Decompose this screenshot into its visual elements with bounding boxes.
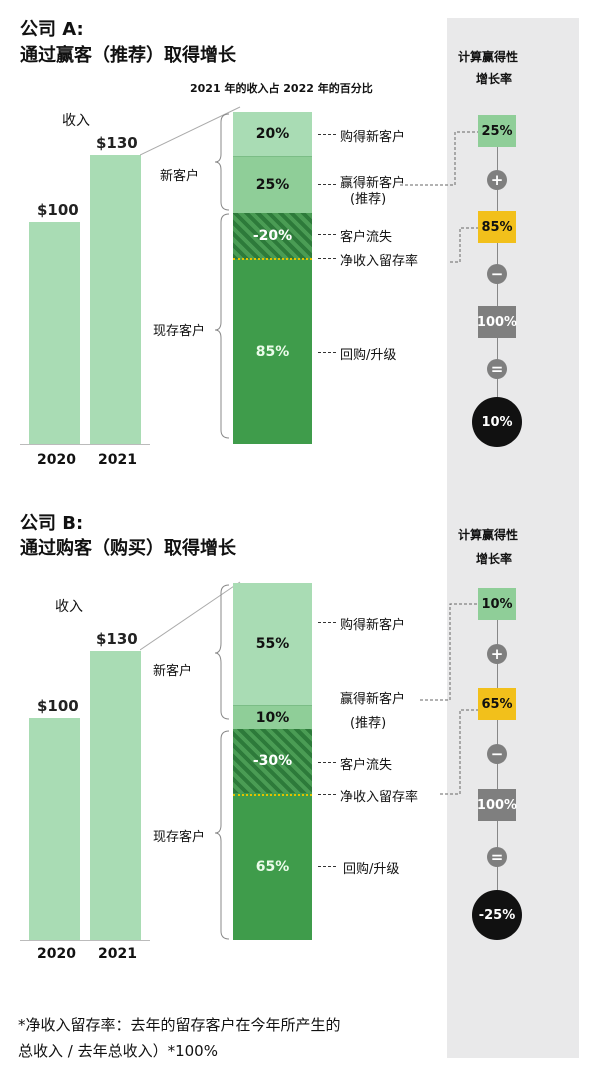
- revenue-label: 收入: [55, 599, 83, 615]
- calc-subtitle: 增长率: [476, 72, 513, 86]
- leader-line: [318, 258, 336, 259]
- segment-churn: -20%: [233, 213, 312, 259]
- leader-line: [318, 234, 336, 235]
- bar-2021: [90, 155, 141, 444]
- label-churn: 客户流失: [340, 758, 393, 773]
- footnote-line1: *净收入留存率：去年的留存客户在今年所产生的: [18, 1016, 341, 1034]
- calc-result: 10%: [472, 397, 522, 447]
- label-upsell: 回购/升级: [340, 348, 397, 363]
- calc-subtitle: 增长率: [476, 552, 513, 566]
- leader-line: [318, 352, 336, 353]
- bar-header: 2021 年的收入占 2022 年的百分比: [190, 82, 373, 95]
- leader-line: [318, 134, 336, 135]
- calc-title: 计算赢得性: [458, 50, 519, 64]
- footnote-line2: 总收入 / 去年总收入）*100%: [18, 1042, 218, 1060]
- value-2021: $130: [96, 630, 138, 648]
- group-new: 新客户: [153, 664, 193, 679]
- nrr-line: [233, 794, 312, 796]
- year-2020: 2020: [37, 946, 76, 962]
- bar-2020: [29, 222, 80, 444]
- segment-acquire: 20%: [233, 112, 312, 156]
- segment-upsell: 85%: [233, 259, 312, 444]
- minus-icon: −: [487, 744, 507, 764]
- segment-churn: -30%: [233, 729, 312, 793]
- calc-title: 计算赢得性: [458, 528, 519, 542]
- bracket-group: [215, 584, 230, 940]
- company-a-title: 公司 A:: [20, 19, 84, 40]
- leader-line: [318, 622, 336, 623]
- group-existing: 现存客户: [153, 830, 206, 845]
- minus-icon: −: [487, 264, 507, 284]
- bracket-group: [215, 113, 230, 439]
- group-existing: 现存客户: [153, 324, 206, 339]
- segment-win: 25%: [233, 156, 312, 213]
- company-b-title: 公司 B:: [20, 513, 84, 534]
- calc-base: 100%: [477, 789, 517, 821]
- revenue-label: 收入: [62, 113, 90, 129]
- calc-base: 100%: [477, 306, 517, 338]
- leader-line: [318, 794, 336, 795]
- label-win: 赢得新客户: [340, 176, 406, 191]
- segment-acquire: 55%: [233, 583, 312, 705]
- year-2021: 2021: [98, 946, 137, 962]
- leader-line: [318, 762, 336, 763]
- nrr-line: [233, 258, 312, 260]
- label-win-sub: (推荐): [350, 192, 387, 207]
- plus-icon: +: [487, 644, 507, 664]
- stacked-bar: 20% 25% -20% 85%: [233, 112, 312, 444]
- label-acquire: 购得新客户: [340, 618, 406, 633]
- bar-2021: [90, 651, 141, 940]
- label-churn: 客户流失: [340, 230, 393, 245]
- label-win: 赢得新客户: [340, 692, 406, 707]
- calc-panel-background: [447, 18, 579, 1058]
- connector-lines: [140, 581, 241, 651]
- value-2020: $100: [37, 697, 79, 715]
- bar-2020: [29, 718, 80, 940]
- connector-lines: [140, 106, 241, 156]
- value-2020: $100: [37, 201, 79, 219]
- label-nrr: 净收入留存率: [340, 254, 419, 269]
- calc-connectors: [420, 603, 478, 795]
- baseline: [20, 444, 150, 445]
- calc-result: -25%: [472, 890, 522, 940]
- calc-connectors: [400, 131, 478, 263]
- stacked-bar: 55% 10% -30% 65%: [233, 583, 312, 940]
- calc-win-rate: 10%: [478, 588, 516, 620]
- calc-win-rate: 25%: [478, 115, 516, 147]
- label-win-sub: (推荐): [350, 716, 387, 731]
- label-acquire: 购得新客户: [340, 130, 406, 145]
- year-2020: 2020: [37, 452, 76, 468]
- calc-nrr: 65%: [478, 688, 516, 720]
- label-upsell: 回购/升级: [343, 862, 400, 877]
- plus-icon: +: [487, 170, 507, 190]
- baseline: [20, 940, 150, 941]
- company-a-subtitle: 通过赢客（推荐）取得增长: [20, 45, 236, 66]
- equals-icon: =: [487, 847, 507, 867]
- calc-nrr: 85%: [478, 211, 516, 243]
- equals-icon: =: [487, 359, 507, 379]
- year-2021: 2021: [98, 452, 137, 468]
- segment-win: 10%: [233, 705, 312, 729]
- label-nrr: 净收入留存率: [340, 790, 419, 805]
- group-new: 新客户: [160, 169, 200, 184]
- leader-line: [318, 184, 336, 185]
- company-b-subtitle: 通过购客（购买）取得增长: [20, 538, 236, 559]
- leader-line: [318, 866, 336, 867]
- segment-upsell: 65%: [233, 793, 312, 940]
- value-2021: $130: [96, 134, 138, 152]
